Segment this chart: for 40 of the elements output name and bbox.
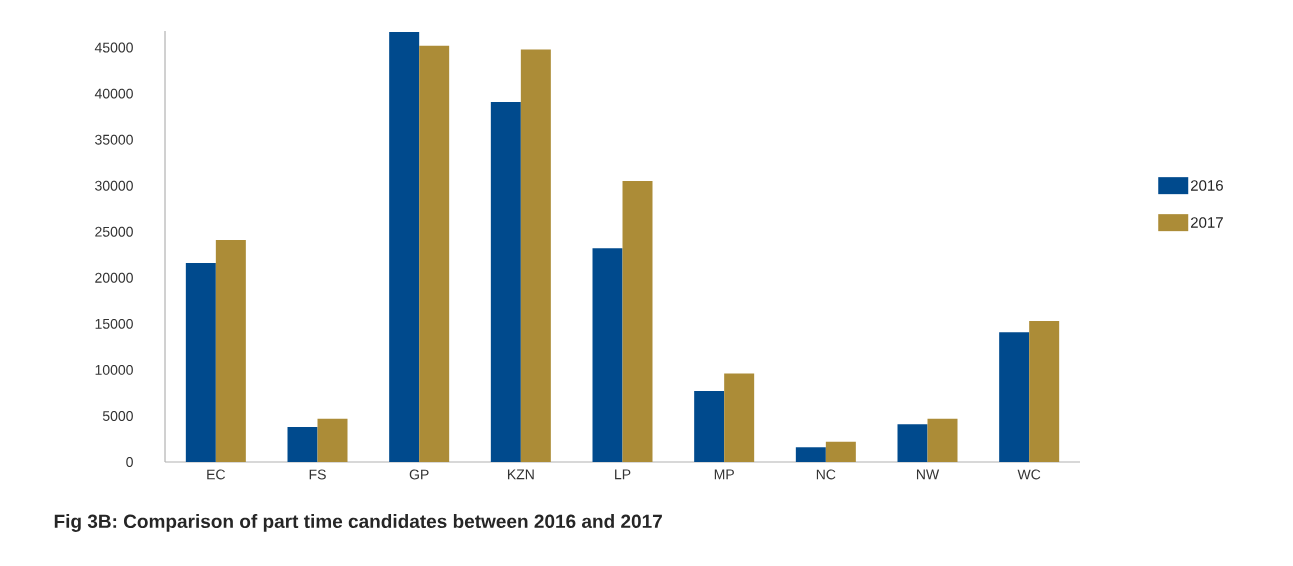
y-tick-label: 10000 [95,364,133,375]
x-tick-label: EC [207,469,226,480]
legend-label: 2016 [1190,180,1223,191]
bar [592,248,623,462]
x-tick-label: LP [615,469,631,480]
y-tick-label: 35000 [95,134,133,145]
y-tick-label: 0 [126,457,133,467]
x-tick-label: WC [1017,469,1041,480]
x-tick-label: NC [816,469,836,480]
y-tick-label: 5000 [102,410,133,421]
bar [215,240,246,462]
y-tick-label: 25000 [95,226,133,237]
bar [724,373,755,462]
bar [317,418,348,462]
bar [287,427,318,462]
bar [1029,321,1060,462]
y-tick-label: 45000 [94,42,133,53]
legend-label: 2017 [1190,217,1223,228]
bar [825,441,856,462]
x-tick-label: MP [714,469,734,480]
bar [927,418,958,462]
x-tick-label: KZN [507,469,534,480]
bar [185,263,216,462]
bar [520,49,551,462]
bar [389,31,420,462]
bar [490,101,521,462]
bar [622,181,653,462]
bar [419,45,450,462]
y-tick-label: 15000 [95,318,133,329]
bar [694,391,725,462]
x-tick-label: FS [309,469,326,480]
bar [897,424,928,462]
x-tick-label: NW [916,469,940,480]
y-tick-label: 40000 [94,88,133,99]
y-tick-label: 30000 [95,180,133,191]
y-tick-label: 20000 [95,272,133,283]
text: Fig 3B: Comparison of part time candidates between 2016 and 2017 [54,514,662,532]
bar [795,447,826,462]
x-tick-label: GP [409,469,429,480]
bar [999,332,1030,462]
